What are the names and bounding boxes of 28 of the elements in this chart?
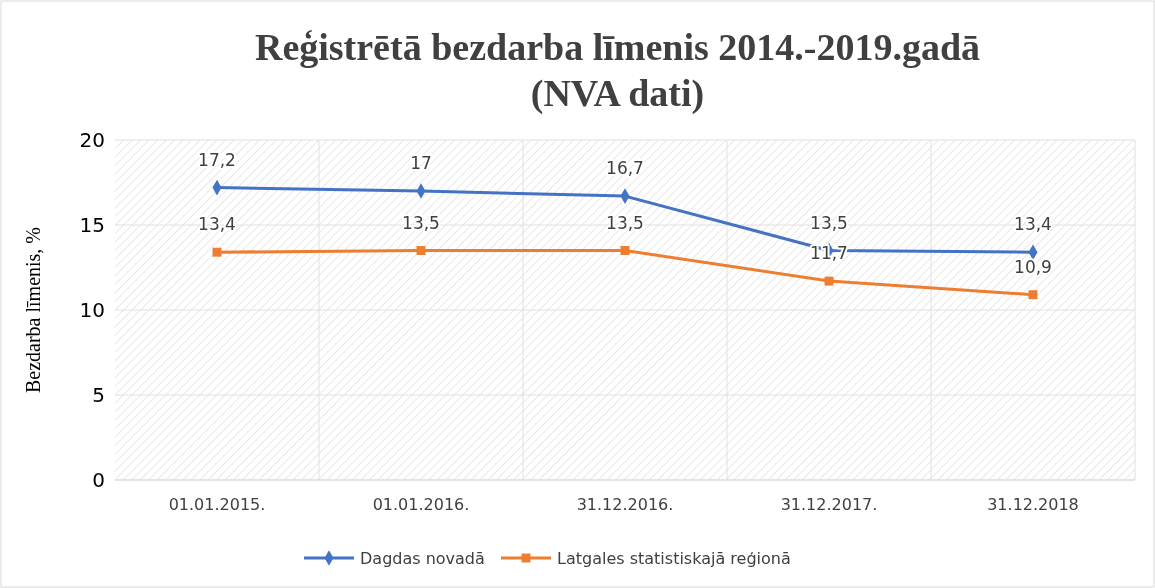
data-label: 10,9: [1014, 256, 1052, 277]
x-tick-label: 01.01.2016.: [372, 495, 470, 514]
legend-label: Latgales statistiskajā reģionā: [557, 548, 791, 568]
data-label: 17: [410, 153, 432, 173]
y-tick-label: 10: [79, 298, 105, 322]
y-tick-label: 5: [92, 383, 105, 407]
x-tick-label: 31.12.2017.: [780, 495, 878, 514]
data-label: 17,2: [198, 149, 236, 170]
data-label: 13,5: [606, 212, 644, 233]
point: [212, 247, 222, 257]
data-label: 16,7: [606, 158, 644, 179]
point: [620, 246, 630, 255]
y-axis-title: Bezdarba līmenis, %: [22, 226, 44, 394]
y-tick-label: 0: [92, 468, 105, 492]
x-tick-label: 31.12.2018: [987, 495, 1079, 514]
data-label: 13,5: [810, 212, 848, 233]
point: [416, 246, 426, 255]
chart-title: Reģistrētā bezdarba līmenis 2014.-2019.gadā (NVA dati): [254, 26, 981, 115]
data-label: 13,4: [198, 214, 236, 235]
data-label: 13,5: [402, 212, 440, 233]
data-label: 13,4: [1014, 214, 1052, 235]
x-tick-label: 31.12.2016.: [576, 495, 674, 514]
point: [824, 276, 834, 286]
point: [1028, 290, 1038, 300]
y-tick-label: 20: [79, 128, 105, 152]
y-tick-label: 15: [79, 213, 105, 237]
legend-label: Dagdas novadā: [360, 548, 485, 568]
x-tick-label: 01.01.2015.: [168, 495, 266, 514]
